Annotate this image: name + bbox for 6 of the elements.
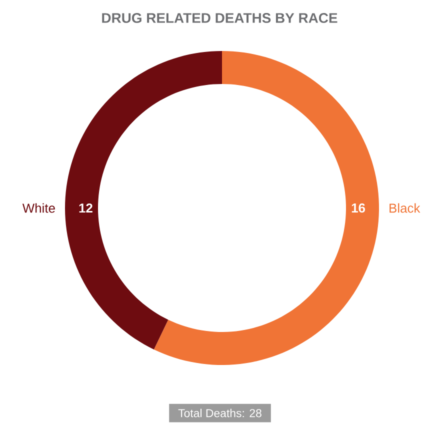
chart-title: DRUG RELATED DEATHS BY RACE [102, 13, 338, 23]
data-label: 16 [352, 203, 366, 213]
text: Total Deaths: 28 [178, 408, 262, 418]
slice-label: White [22, 203, 55, 213]
data-label: 12 [79, 203, 92, 213]
slice-label: Black [390, 203, 420, 213]
